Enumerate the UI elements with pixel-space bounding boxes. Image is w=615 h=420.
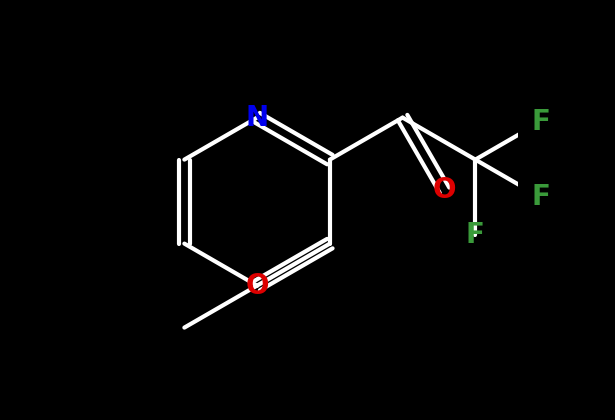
Text: O: O	[433, 176, 456, 205]
Text: F: F	[531, 108, 550, 136]
Text: N: N	[245, 104, 269, 131]
Text: O: O	[245, 272, 269, 299]
Text: F: F	[531, 184, 550, 211]
Text: F: F	[466, 221, 485, 249]
